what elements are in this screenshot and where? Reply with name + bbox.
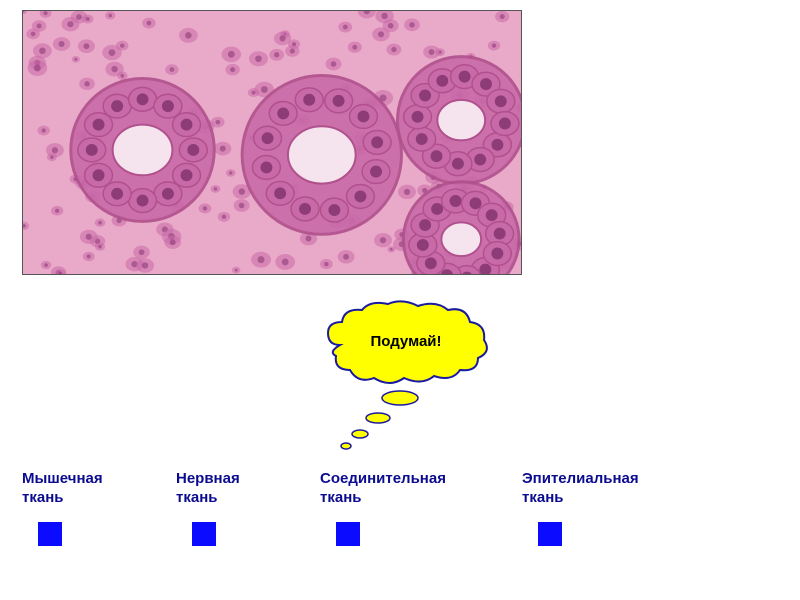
answer-box-connective[interactable]	[336, 522, 360, 546]
answer-option-epithelial: Эпителиальная ткань	[522, 470, 639, 546]
answer-box-epithelial[interactable]	[538, 522, 562, 546]
answer-label-connective: Соединительная ткань	[320, 470, 446, 508]
answer-option-muscle: Мышечная ткань	[22, 470, 103, 546]
thought-bubble: Подумай!	[310, 300, 520, 450]
thought-text: Подумай!	[370, 333, 441, 350]
answer-label-muscle: Мышечная ткань	[22, 470, 103, 508]
histology-image	[22, 10, 522, 275]
answer-option-nervous: Нервная ткань	[176, 470, 240, 546]
answer-box-muscle[interactable]	[38, 522, 62, 546]
answer-label-epithelial: Эпителиальная ткань	[522, 470, 639, 508]
answer-box-nervous[interactable]	[192, 522, 216, 546]
answer-option-connective: Соединительная ткань	[320, 470, 446, 546]
answer-label-nervous: Нервная ткань	[176, 470, 240, 508]
